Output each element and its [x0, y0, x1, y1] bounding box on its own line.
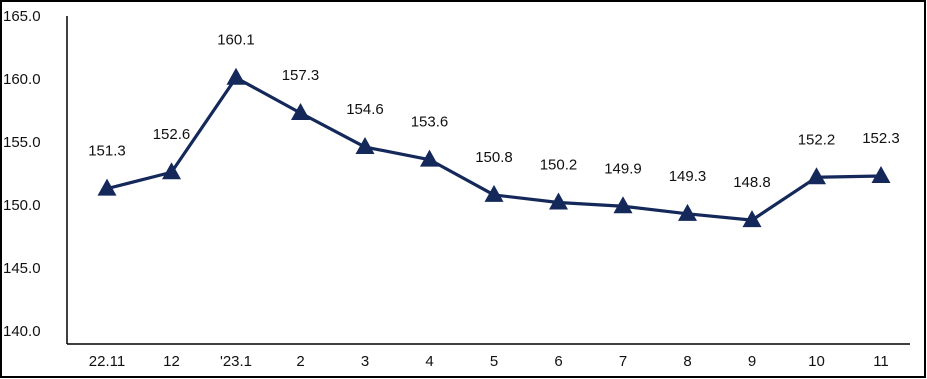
y-axis-ticks: 140.0 145.0 150.0 155.0 160.0 165.0	[3, 8, 41, 340]
data-point-marker	[807, 167, 826, 185]
y-tick-label: 165.0	[3, 8, 41, 25]
x-tick-label: 12	[163, 353, 180, 370]
data-label: 157.3	[282, 67, 320, 84]
data-point-marker	[742, 210, 762, 228]
data-point-marker	[678, 203, 697, 221]
data-label: 152.6	[153, 126, 191, 143]
y-tick-label: 150.0	[3, 197, 41, 214]
data-point-marker	[549, 192, 568, 210]
y-tick-label: 145.0	[3, 260, 41, 277]
data-label: 149.9	[604, 160, 642, 177]
x-tick-label: 3	[361, 353, 369, 370]
data-point-marker	[871, 166, 891, 184]
data-point-marker	[420, 149, 439, 167]
data-point-marker	[355, 137, 375, 155]
data-point-marker	[162, 162, 181, 180]
x-axis-ticks: 22.11 12 '23.1 2 3 4 5 6 7 8 9 10 11	[89, 353, 889, 370]
y-tick-label: 140.0	[3, 323, 41, 340]
x-tick-label: 5	[490, 353, 498, 370]
y-tick-label: 155.0	[3, 134, 41, 151]
data-label: 160.1	[217, 32, 255, 49]
data-label: 150.8	[475, 149, 513, 166]
x-tick-label: 8	[683, 353, 691, 370]
data-label: 149.3	[669, 168, 707, 185]
data-label: 150.2	[540, 156, 578, 173]
y-tick-label: 160.0	[3, 71, 41, 88]
data-label: 151.3	[88, 143, 126, 160]
x-tick-label: 10	[808, 353, 825, 370]
x-tick-label: 22.11	[89, 353, 125, 370]
x-tick-label: 6	[554, 353, 562, 370]
x-tick-label: 2	[296, 353, 304, 370]
x-tick-label: '23.1	[220, 353, 252, 370]
x-tick-label: 9	[748, 353, 756, 370]
data-label: 152.2	[798, 131, 836, 148]
data-point-marker	[226, 67, 246, 85]
x-tick-label: 11	[873, 353, 889, 370]
x-tick-label: 7	[619, 353, 627, 370]
series-layer	[97, 67, 891, 228]
data-point-marker	[613, 196, 633, 214]
x-tick-label: 4	[425, 353, 433, 370]
data-label: 154.6	[346, 101, 384, 118]
data-point-marker	[97, 178, 117, 196]
data-point-marker	[291, 103, 310, 121]
data-label: 148.8	[733, 174, 771, 191]
data-point-marker	[484, 184, 504, 202]
data-label: 152.3	[862, 130, 900, 147]
data-labels: 151.3 152.6 160.1 157.3 154.6 153.6 150.8 150.2…	[88, 32, 900, 191]
data-label: 153.6	[411, 114, 449, 131]
